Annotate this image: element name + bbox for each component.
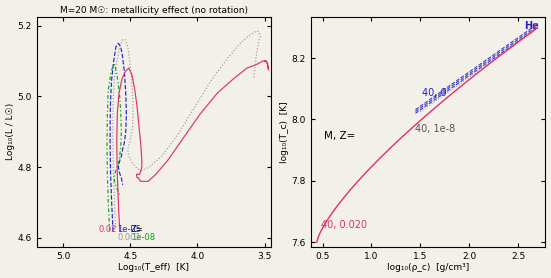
- Y-axis label: Log₁₀(L / L☉): Log₁₀(L / L☉): [6, 103, 14, 160]
- Text: c: c: [532, 21, 538, 31]
- Text: 0.02: 0.02: [99, 225, 117, 234]
- Text: 1e-08: 1e-08: [131, 233, 155, 242]
- Text: 40, 0.020: 40, 0.020: [321, 220, 367, 230]
- Text: 1e-05: 1e-05: [117, 225, 141, 234]
- Y-axis label: log₁₀(T_c)  [K]: log₁₀(T_c) [K]: [280, 101, 289, 163]
- Text: 0.001: 0.001: [117, 233, 141, 242]
- X-axis label: Log₁₀(T_eff)  [K]: Log₁₀(T_eff) [K]: [118, 264, 190, 272]
- Text: M, Z=: M, Z=: [325, 131, 356, 142]
- Text: 40, 0: 40, 0: [422, 88, 447, 98]
- Text: Z=: Z=: [131, 225, 144, 234]
- Text: He: He: [524, 21, 539, 31]
- Title: M=20 M☉: metallicity effect (no rotation): M=20 M☉: metallicity effect (no rotation…: [60, 6, 248, 14]
- X-axis label: log₁₀(ρ_c)  [g/cm³]: log₁₀(ρ_c) [g/cm³]: [387, 264, 469, 272]
- Text: 40, 1e-8: 40, 1e-8: [415, 124, 456, 134]
